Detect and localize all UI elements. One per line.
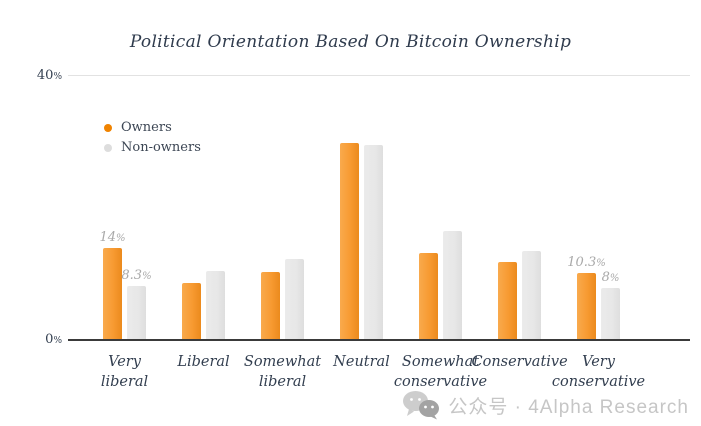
data-label-non-owners-6: 8%	[601, 269, 620, 285]
x-axis-label-2: Somewhat liberal	[243, 354, 322, 390]
bar-owners-5	[498, 261, 517, 341]
bar-owners-2	[261, 271, 280, 341]
y-tick-value: 0	[45, 332, 54, 347]
plot-area: 40% 0% Owners Non-owners 14% 8.3% 10.3% 8%	[37, 69, 690, 346]
y-tick-suffix: %	[53, 72, 62, 82]
gridline-40pct	[68, 75, 690, 76]
x-axis-labels: Very liberal Liberal Somewhat liberal Neutr…	[68, 353, 690, 397]
bar-group-0: 14% 8.3%	[99, 231, 152, 341]
bar-non-owners-6: 8%	[601, 271, 620, 341]
y-tick-value: 40	[36, 68, 54, 83]
bar-group-5	[498, 250, 541, 341]
data-label-owners-6: 10.3%	[567, 254, 606, 270]
y-axis-label-40: 40%	[26, 69, 62, 82]
bar-non-owners-4	[443, 231, 462, 341]
legend-label-owners: Owners	[121, 120, 172, 135]
chart-title: Political Orientation Based On Bitcoin O…	[129, 32, 572, 52]
bar-non-owners-1	[206, 270, 225, 341]
y-axis-label-0: 0%	[26, 333, 62, 346]
legend-item-owners: Owners	[104, 120, 201, 135]
legend-item-non-owners: Non-owners	[104, 140, 201, 155]
bar-group-4	[419, 231, 462, 341]
bar-owners-6: 10.3%	[567, 256, 606, 341]
x-axis-label-5: Conservative	[471, 354, 568, 370]
bar-group-1	[182, 270, 225, 341]
bar-non-owners-5	[522, 250, 541, 341]
watermark-text: 公众号 · 4Alpha Research	[448, 396, 689, 418]
x-axis-label-0: Very liberal	[100, 354, 149, 390]
x-axis-label-3: Neutral	[333, 354, 390, 370]
bar-group-3	[340, 142, 383, 341]
bar-non-owners-2	[285, 259, 304, 341]
bar-non-owners-3	[364, 144, 383, 341]
wechat-official-account-icon	[403, 391, 440, 420]
owners-swatch-icon	[104, 123, 112, 132]
x-axis-line	[68, 339, 690, 341]
x-axis-label-6: Very conservative	[551, 354, 646, 390]
bar-non-owners-0: 8.3%	[121, 269, 152, 341]
data-label-non-owners-0: 8.3%	[121, 267, 152, 283]
y-tick-suffix: %	[53, 336, 62, 346]
watermark: 公众号 · 4Alpha Research	[402, 390, 689, 420]
bar-owners-1	[182, 282, 201, 341]
legend-label-non-owners: Non-owners	[121, 140, 201, 155]
bar-group-2	[261, 259, 304, 341]
bar-group-6: 10.3% 8%	[567, 256, 620, 341]
legend: Owners Non-owners	[104, 120, 201, 160]
bar-owners-3	[340, 142, 359, 341]
bar-owners-4	[419, 252, 438, 341]
x-axis-label-4: Somewhat conservative	[393, 354, 488, 390]
x-axis-label-1: Liberal	[177, 354, 230, 370]
non-owners-swatch-icon	[104, 143, 112, 152]
data-label-owners-0: 14%	[99, 229, 126, 245]
bar-owners-0: 14%	[99, 231, 126, 341]
